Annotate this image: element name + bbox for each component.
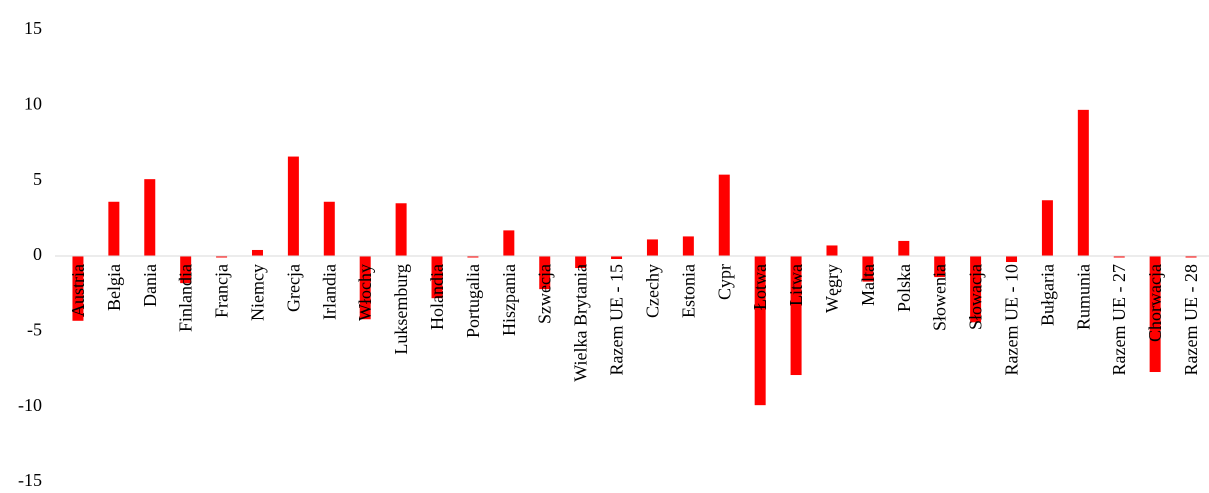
category-label: Polska xyxy=(894,264,914,312)
y-tick-label: 5 xyxy=(33,169,42,189)
category-label: Litwa xyxy=(786,264,806,306)
category-label: Belgia xyxy=(104,264,124,311)
bars-group xyxy=(72,109,1197,406)
bar xyxy=(323,201,335,256)
y-tick-label: -5 xyxy=(27,319,42,339)
category-label: Austria xyxy=(68,264,88,317)
bar xyxy=(180,256,192,284)
category-label: Bułgaria xyxy=(1037,264,1057,326)
bar xyxy=(934,256,946,278)
y-axis: -15 -10 -5 0 5 10 15 xyxy=(18,18,42,490)
y-tick-label: 10 xyxy=(24,93,42,113)
category-label: Wielka Brytania xyxy=(571,264,591,382)
category-label: Finlandia xyxy=(176,264,196,332)
bar xyxy=(718,174,730,256)
bar xyxy=(72,256,84,321)
category-label: Malta xyxy=(858,264,878,306)
bar xyxy=(575,256,587,269)
category-label: Razem UE - 15 xyxy=(607,264,627,375)
category-label: Słowenia xyxy=(930,264,950,331)
bar xyxy=(646,239,658,256)
category-label: Cypr xyxy=(714,264,734,300)
bar xyxy=(682,236,694,256)
y-tick-label: -10 xyxy=(18,395,42,415)
category-label: Holandia xyxy=(427,264,447,330)
bar xyxy=(898,240,910,256)
bar xyxy=(287,156,299,256)
category-labels: Austria Belgia Dania Finlandia Francja Niemcy… xyxy=(68,264,1201,382)
bar xyxy=(503,230,515,256)
y-tick-label: 0 xyxy=(33,244,42,264)
category-label: Szwecja xyxy=(535,264,555,324)
bar xyxy=(1185,256,1197,258)
bar xyxy=(144,179,156,256)
bar xyxy=(395,203,407,256)
category-label: Hiszpania xyxy=(499,264,519,336)
category-label: Grecja xyxy=(283,264,303,312)
category-label: Niemcy xyxy=(247,264,267,321)
bar xyxy=(862,256,874,282)
bar xyxy=(826,245,838,256)
bar xyxy=(216,256,228,258)
category-label: Razem UE - 10 xyxy=(1002,264,1022,375)
bar xyxy=(467,256,479,258)
category-label: Dania xyxy=(140,264,160,307)
category-label: Estonia xyxy=(678,264,698,318)
category-label: Luksemburg xyxy=(391,264,411,355)
bar xyxy=(1149,256,1161,373)
bar xyxy=(251,249,263,256)
bar xyxy=(790,256,802,376)
bar xyxy=(611,256,623,260)
category-label: Słowacja xyxy=(966,264,986,330)
bar xyxy=(1041,200,1053,256)
bar xyxy=(1077,109,1089,256)
bar xyxy=(754,256,766,406)
bar xyxy=(970,256,982,323)
category-label: Rumunia xyxy=(1073,264,1093,330)
category-label: Włochy xyxy=(355,264,375,321)
bar xyxy=(1113,256,1125,258)
bar xyxy=(431,256,443,299)
bar xyxy=(359,256,371,320)
bar xyxy=(539,256,551,290)
category-label: Francja xyxy=(212,264,232,318)
category-label: Razem UE - 27 xyxy=(1109,264,1129,375)
category-label: Łotwa xyxy=(750,264,770,310)
category-label: Chorwacja xyxy=(1145,264,1165,342)
bar xyxy=(1006,256,1018,263)
category-label: Węgry xyxy=(822,264,842,313)
category-label: Portugalia xyxy=(463,264,483,338)
category-label: Czechy xyxy=(642,264,662,318)
y-tick-label: -15 xyxy=(18,470,42,490)
category-label: Razem UE - 28 xyxy=(1181,264,1201,375)
bar xyxy=(108,201,120,256)
y-tick-label: 15 xyxy=(24,18,42,38)
category-label: Irlandia xyxy=(319,264,339,320)
